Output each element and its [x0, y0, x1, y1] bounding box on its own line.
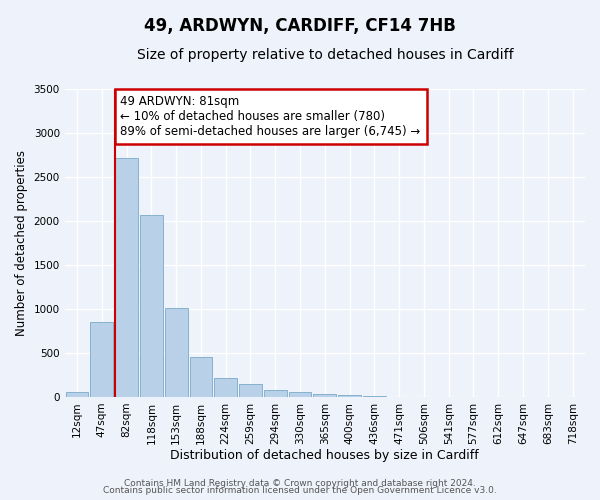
Bar [140, 215, 163, 397]
Text: Contains HM Land Registry data © Crown copyright and database right 2024.: Contains HM Land Registry data © Crown c… [124, 478, 476, 488]
Bar [289, 392, 311, 397]
Bar [91, 322, 113, 397]
Bar [363, 396, 386, 397]
Text: 49 ARDWYN: 81sqm
← 10% of detached houses are smaller (780)
89% of semi-detached: 49 ARDWYN: 81sqm ← 10% of detached house… [121, 95, 421, 138]
Bar [214, 378, 237, 397]
Bar [264, 390, 287, 397]
Bar [115, 158, 138, 397]
Y-axis label: Number of detached properties: Number of detached properties [15, 150, 28, 336]
Bar [65, 392, 88, 397]
Bar [338, 395, 361, 397]
Title: Size of property relative to detached houses in Cardiff: Size of property relative to detached ho… [137, 48, 513, 62]
Bar [165, 308, 188, 397]
Text: Contains public sector information licensed under the Open Government Licence v3: Contains public sector information licen… [103, 486, 497, 495]
Bar [239, 384, 262, 397]
X-axis label: Distribution of detached houses by size in Cardiff: Distribution of detached houses by size … [170, 450, 479, 462]
Text: 49, ARDWYN, CARDIFF, CF14 7HB: 49, ARDWYN, CARDIFF, CF14 7HB [144, 18, 456, 36]
Bar [190, 358, 212, 397]
Bar [313, 394, 336, 397]
